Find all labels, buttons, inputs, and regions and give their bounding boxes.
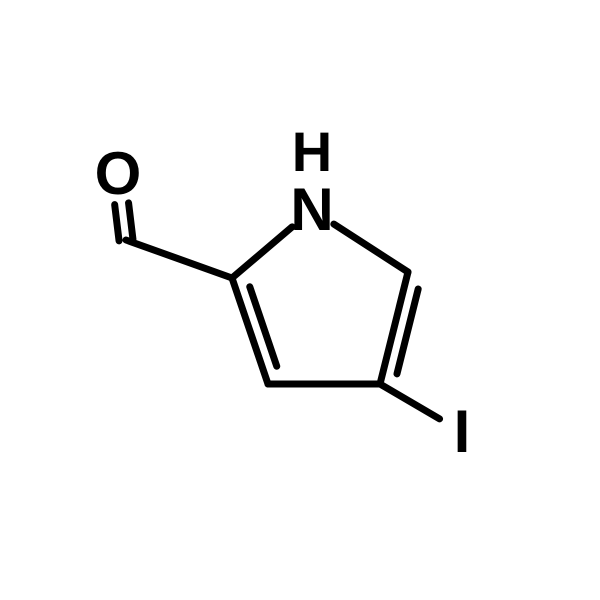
atom-label-o: O: [95, 144, 142, 204]
atom-label-i: I: [454, 402, 471, 462]
atom-label-h: H: [292, 124, 332, 180]
atom-label-n: N: [290, 180, 333, 240]
bond-layer: [0, 0, 600, 600]
molecule-canvas: H N O I: [0, 0, 600, 600]
